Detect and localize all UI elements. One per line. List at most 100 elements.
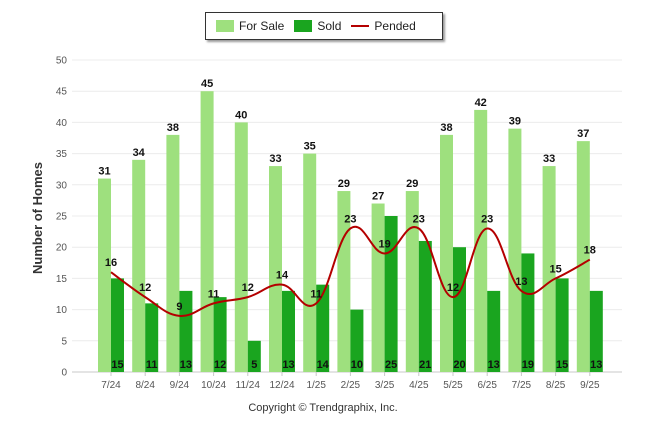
sold-bar <box>453 247 466 372</box>
for-sale-value-label: 29 <box>338 178 350 190</box>
y-tick-label: 35 <box>56 149 68 160</box>
pended-value-label: 23 <box>481 213 493 225</box>
y-tick-label: 25 <box>56 212 68 223</box>
sold-bar <box>247 340 261 372</box>
for-sale-bar <box>440 134 453 372</box>
sold-value-label: 10 <box>351 359 363 371</box>
for-sale-bar <box>371 203 385 372</box>
for-sale-value-label: 38 <box>440 122 452 134</box>
sold-bar <box>384 216 398 372</box>
pended-value-label: 18 <box>584 245 596 257</box>
for-sale-value-label: 27 <box>372 191 384 203</box>
for-sale-value-label: 33 <box>269 153 281 165</box>
sold-bar <box>213 297 227 372</box>
y-tick-label: 30 <box>56 180 68 191</box>
sold-bar <box>589 290 603 372</box>
legend-item-sold[interactable]: Sold <box>294 19 341 33</box>
x-axis: 7/24 8/24 9/24 10/24 11/24 12/24 1/25 2/25 3/25 4… <box>101 372 600 391</box>
pended-value-label: 23 <box>344 213 356 225</box>
for-sale-bar <box>576 141 590 372</box>
x-tick-label: 6/25 <box>477 380 497 391</box>
for-sale-bar <box>132 159 146 372</box>
x-tick-label: 12/24 <box>269 380 294 391</box>
sold-bar <box>145 303 159 372</box>
pended-value-label: 11 <box>310 288 322 300</box>
y-tick-label: 0 <box>61 368 67 379</box>
pended-value-label: 9 <box>176 301 182 313</box>
sold-value-label: 13 <box>590 359 602 371</box>
pended-line <box>110 225 591 317</box>
for-sale-bar <box>337 191 351 372</box>
sold-value-label: 12 <box>214 359 226 371</box>
sold-value-label: 14 <box>317 359 330 371</box>
sold-value-label: 21 <box>419 359 431 371</box>
for-sale-value-label: 37 <box>577 128 589 140</box>
for-sale-value-label: 40 <box>235 109 247 121</box>
for-sale-bar <box>98 178 111 372</box>
pended-value-label: 11 <box>208 288 220 300</box>
pended-value-label: 13 <box>515 276 527 288</box>
sold-bar <box>111 278 124 372</box>
x-tick-label: 5/25 <box>443 380 463 391</box>
for-sale-value-label: 39 <box>509 116 521 128</box>
sold-bar <box>521 253 535 372</box>
sold-bar <box>487 290 501 372</box>
legend-item-pended[interactable]: Pended <box>351 19 416 33</box>
x-tick-label: 10/24 <box>201 380 226 391</box>
sold-value-label: 15 <box>111 359 123 371</box>
legend-label: Pended <box>374 19 416 33</box>
sold-value-label: 5 <box>251 359 257 371</box>
x-tick-label: 2/25 <box>341 380 361 391</box>
for-sale-bar <box>166 134 180 372</box>
copyright: Copyright © Trendgraphix, Inc. <box>248 402 398 414</box>
for-sale-value-label: 38 <box>167 122 179 134</box>
legend-label: Sold <box>317 19 342 33</box>
for-sale-value-label: 45 <box>201 78 213 90</box>
legend: For Sale Sold Pended <box>205 12 443 40</box>
y-tick-label: 45 <box>56 87 68 98</box>
sold-value-label: 19 <box>522 359 534 371</box>
for-sale-bar <box>405 191 419 372</box>
x-tick-label: 7/24 <box>101 380 121 391</box>
pended-value-label: 15 <box>549 263 561 275</box>
y-tick-label: 15 <box>56 274 68 285</box>
x-tick-label: 7/25 <box>512 380 532 391</box>
for-sale-value-label: 35 <box>304 141 316 153</box>
pended-value-label: 14 <box>276 270 289 282</box>
for-sale-value-label: 29 <box>406 178 418 190</box>
pended-value-label: 12 <box>447 282 459 294</box>
for-sale-bar <box>303 153 317 372</box>
x-tick-label: 4/25 <box>409 380 429 391</box>
sold-value-label: 15 <box>556 359 568 371</box>
pended-value-label: 16 <box>105 257 117 269</box>
sold-bar <box>418 240 432 372</box>
x-tick-label: 1/25 <box>306 380 326 391</box>
pended-value-label: 12 <box>139 282 151 294</box>
x-tick-label: 9/24 <box>170 380 190 391</box>
x-tick-label: 8/25 <box>546 380 566 391</box>
for-sale-swatch <box>216 20 234 32</box>
x-tick-label: 9/25 <box>580 380 600 391</box>
sold-bar <box>555 278 569 372</box>
y-tick-label: 20 <box>56 243 68 254</box>
y-tick-label: 40 <box>56 118 68 129</box>
sold-bar <box>179 290 193 372</box>
pended-value-label: 19 <box>378 238 390 250</box>
for-sale-bar <box>234 122 248 373</box>
sold-bar <box>350 309 364 372</box>
for-sale-value-label: 34 <box>133 147 146 159</box>
y-axis: 0 5 10 15 20 25 30 35 40 45 50 <box>56 56 68 379</box>
y-tick-label: 5 <box>61 336 67 347</box>
for-sale-bar <box>542 166 556 372</box>
pended-value-label: 12 <box>242 282 254 294</box>
x-tick-label: 11/24 <box>236 380 261 391</box>
for-sale-bar <box>269 166 282 372</box>
for-sale-bar <box>508 128 522 372</box>
for-sale-value-label: 31 <box>98 166 110 178</box>
sold-value-label: 13 <box>488 359 500 371</box>
y-tick-label: 50 <box>56 56 68 67</box>
sold-value-label: 11 <box>146 359 158 371</box>
for-sale-value-label: 33 <box>543 153 555 165</box>
legend-item-for-sale[interactable]: For Sale <box>216 19 284 33</box>
pended-line-path <box>110 225 591 317</box>
